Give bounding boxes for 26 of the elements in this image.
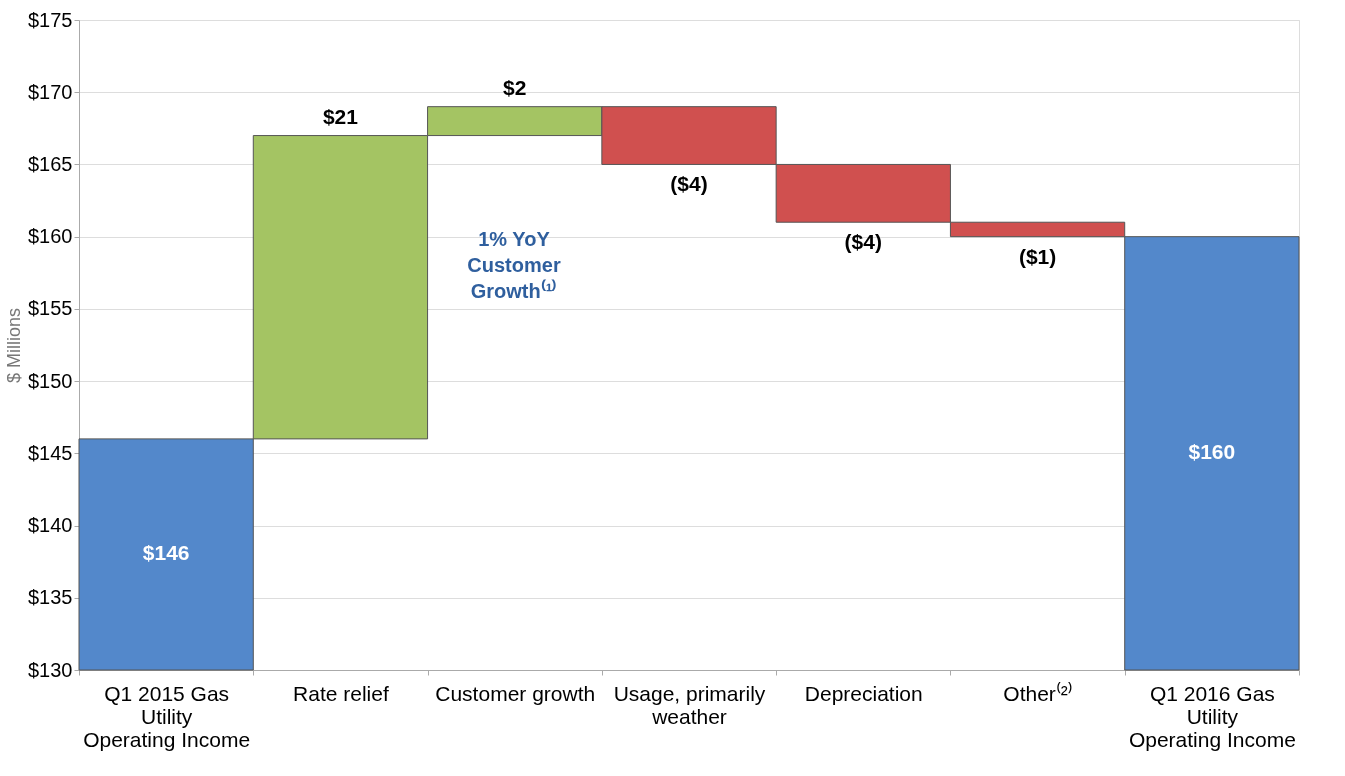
data-label: $160 xyxy=(1188,440,1236,464)
y-tick-label: $165 xyxy=(28,152,73,175)
y-tick-label: $160 xyxy=(28,225,73,248)
x-tick-label: Depreciation xyxy=(804,681,923,705)
y-tick-label: $140 xyxy=(28,514,73,537)
y-tick-label: $175 xyxy=(28,8,73,31)
y-tick-label: $150 xyxy=(28,369,73,392)
y-tick-label: $145 xyxy=(28,441,73,464)
x-tick-label: Rate relief xyxy=(293,681,389,705)
data-label: ($1) xyxy=(1018,244,1057,268)
y-tick-label: $155 xyxy=(28,297,73,320)
x-tick-label: Q1 2016 Gas Utility Operating Income xyxy=(1128,681,1296,751)
annotation: 1% YoY Customer Growth⁽¹⁾ xyxy=(467,228,561,302)
y-tick-label: $135 xyxy=(28,586,73,609)
data-label: ($4) xyxy=(844,230,882,254)
data-label: ($4) xyxy=(670,172,708,196)
data-label: $2 xyxy=(503,75,527,99)
x-tick-label: Customer growth xyxy=(435,681,596,705)
y-axis-title: $ Millions xyxy=(4,307,25,384)
x-tick-label: Other⁽²⁾ xyxy=(1003,680,1073,705)
data-label: $21 xyxy=(322,104,359,128)
y-tick-label: $130 xyxy=(28,658,73,681)
y-tick-label: $170 xyxy=(28,80,73,103)
x-tick-label: Q1 2015 Gas Utility Operating Income xyxy=(83,681,251,751)
x-tick-label: Usage, primarily weather xyxy=(613,681,766,728)
data-label: $146 xyxy=(142,541,190,565)
